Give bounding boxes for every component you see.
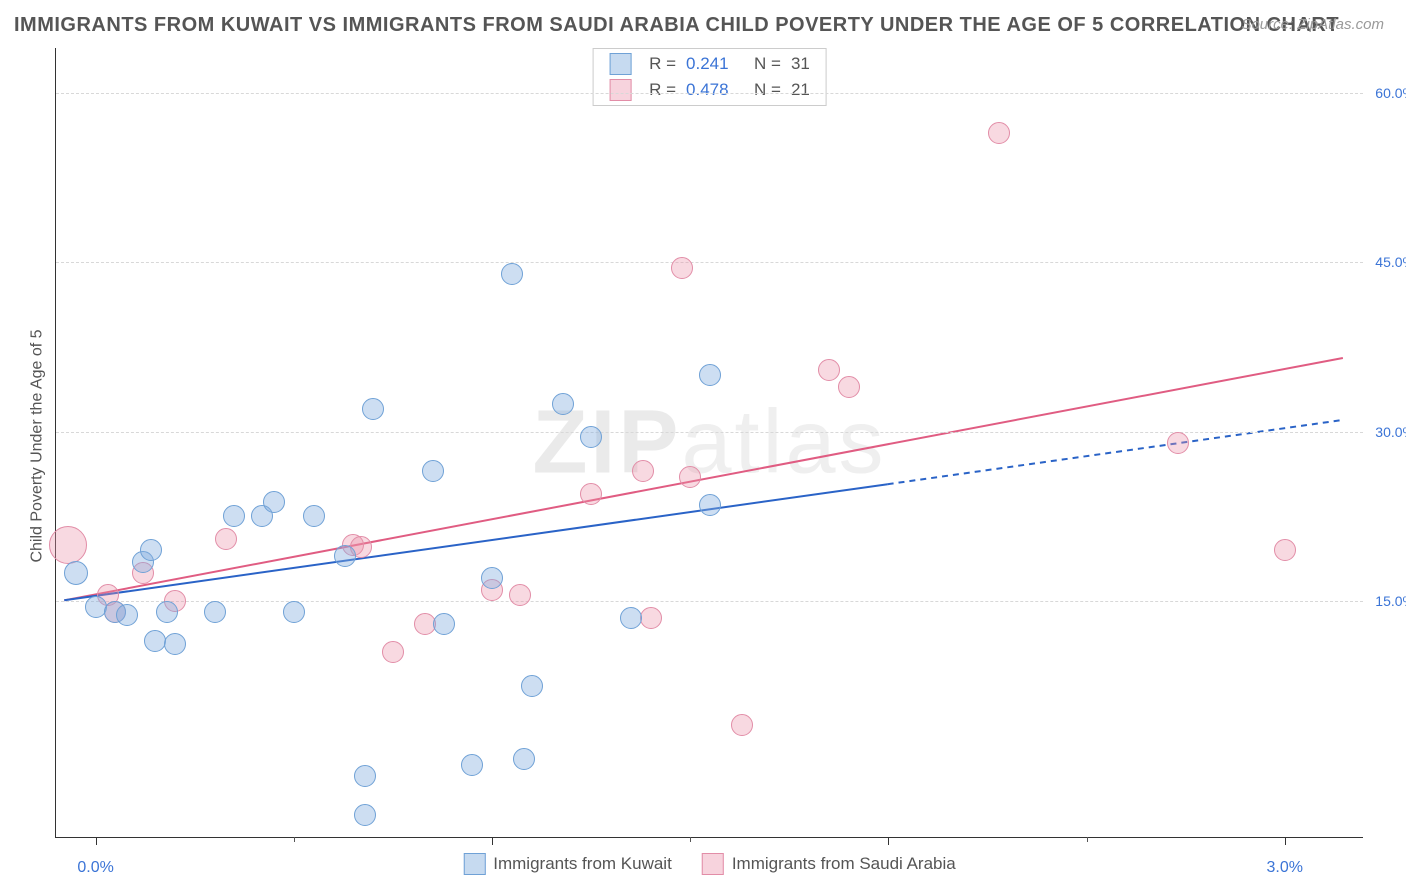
source-attribution: Source: ZipAtlas.com	[1241, 16, 1384, 33]
kuwait-marker	[283, 601, 305, 623]
kuwait-marker	[521, 675, 543, 697]
x-tick-major	[492, 837, 493, 845]
y-tick-label: 30.0%	[1369, 424, 1406, 440]
kuwait-marker	[433, 613, 455, 635]
grid-line	[56, 432, 1363, 433]
x-tick-label: 0.0%	[77, 859, 113, 877]
kuwait-marker	[263, 491, 285, 513]
chart-title: IMMIGRANTS FROM KUWAIT VS IMMIGRANTS FRO…	[14, 14, 1339, 37]
legend-swatch	[609, 53, 631, 75]
trend-line	[888, 420, 1343, 484]
legend-row: R = 0.241 N = 31	[609, 51, 810, 77]
watermark-light: atlas	[681, 392, 886, 492]
x-tick-major	[96, 837, 97, 845]
trend-line	[64, 484, 887, 600]
kuwait-marker	[620, 607, 642, 629]
saudi-marker	[580, 483, 602, 505]
grid-line	[56, 262, 1363, 263]
grid-line	[56, 93, 1363, 94]
y-tick-label: 45.0%	[1369, 254, 1406, 270]
saudi-marker	[671, 257, 693, 279]
saudi-marker	[1167, 432, 1189, 454]
saudi-marker	[632, 460, 654, 482]
kuwait-marker	[362, 398, 384, 420]
kuwait-marker	[513, 748, 535, 770]
legend-r-text: R =	[649, 80, 676, 100]
x-tick-minor	[294, 837, 295, 842]
legend-row: R = 0.478 N = 21	[609, 77, 810, 103]
kuwait-marker	[116, 604, 138, 626]
kuwait-marker	[481, 567, 503, 589]
series-legend: Immigrants from Kuwait Immigrants from Sa…	[463, 853, 955, 875]
y-tick-label: 15.0%	[1369, 593, 1406, 609]
kuwait-marker	[85, 596, 107, 618]
legend-r-text: R =	[649, 54, 676, 74]
saudi-marker	[1274, 539, 1296, 561]
legend-n-text: N =	[754, 80, 781, 100]
legend-swatch	[609, 79, 631, 101]
legend-r-value: 0.241	[686, 54, 744, 74]
kuwait-marker	[354, 804, 376, 826]
saudi-marker	[414, 613, 436, 635]
legend-label: Immigrants from Kuwait	[493, 854, 672, 874]
saudi-marker	[640, 607, 662, 629]
kuwait-marker	[303, 505, 325, 527]
kuwait-marker	[580, 426, 602, 448]
legend-n-value: 31	[791, 54, 810, 74]
y-axis-label: Child Poverty Under the Age of 5	[28, 329, 46, 562]
kuwait-marker	[354, 765, 376, 787]
x-tick-major	[888, 837, 889, 845]
kuwait-marker	[699, 494, 721, 516]
saudi-marker	[818, 359, 840, 381]
plot-area: ZIPatlas R =0.241N =31R =0.478N =21 Immi…	[55, 48, 1363, 838]
legend-r-value: 0.478	[686, 80, 744, 100]
kuwait-marker	[140, 539, 162, 561]
kuwait-marker	[144, 630, 166, 652]
x-tick-major	[1285, 837, 1286, 845]
kuwait-marker	[334, 545, 356, 567]
kuwait-marker	[64, 561, 88, 585]
saudi-marker	[382, 641, 404, 663]
saudi-marker	[49, 526, 87, 564]
saudi-marker	[215, 528, 237, 550]
legend-n-value: 21	[791, 80, 810, 100]
saudi-marker	[509, 584, 531, 606]
kuwait-marker	[501, 263, 523, 285]
legend-n-text: N =	[754, 54, 781, 74]
trend-line	[64, 358, 1343, 600]
legend-swatch	[463, 853, 485, 875]
x-tick-label: 3.0%	[1266, 859, 1302, 877]
x-tick-minor	[690, 837, 691, 842]
saudi-marker	[838, 376, 860, 398]
saudi-marker	[731, 714, 753, 736]
kuwait-marker	[204, 601, 226, 623]
saudi-marker	[679, 466, 701, 488]
kuwait-marker	[156, 601, 178, 623]
correlation-legend: R = 0.241 N = 31 R = 0.478 N = 21	[592, 48, 827, 106]
legend-item: Immigrants from Kuwait	[463, 853, 672, 875]
y-tick-label: 60.0%	[1369, 85, 1406, 101]
kuwait-marker	[164, 633, 186, 655]
kuwait-marker	[552, 393, 574, 415]
kuwait-marker	[223, 505, 245, 527]
kuwait-marker	[699, 364, 721, 386]
legend-label: Immigrants from Saudi Arabia	[732, 854, 956, 874]
grid-line	[56, 601, 1363, 602]
legend-item: Immigrants from Saudi Arabia	[702, 853, 956, 875]
kuwait-marker	[422, 460, 444, 482]
x-tick-minor	[1087, 837, 1088, 842]
legend-swatch	[702, 853, 724, 875]
kuwait-marker	[461, 754, 483, 776]
saudi-marker	[988, 122, 1010, 144]
